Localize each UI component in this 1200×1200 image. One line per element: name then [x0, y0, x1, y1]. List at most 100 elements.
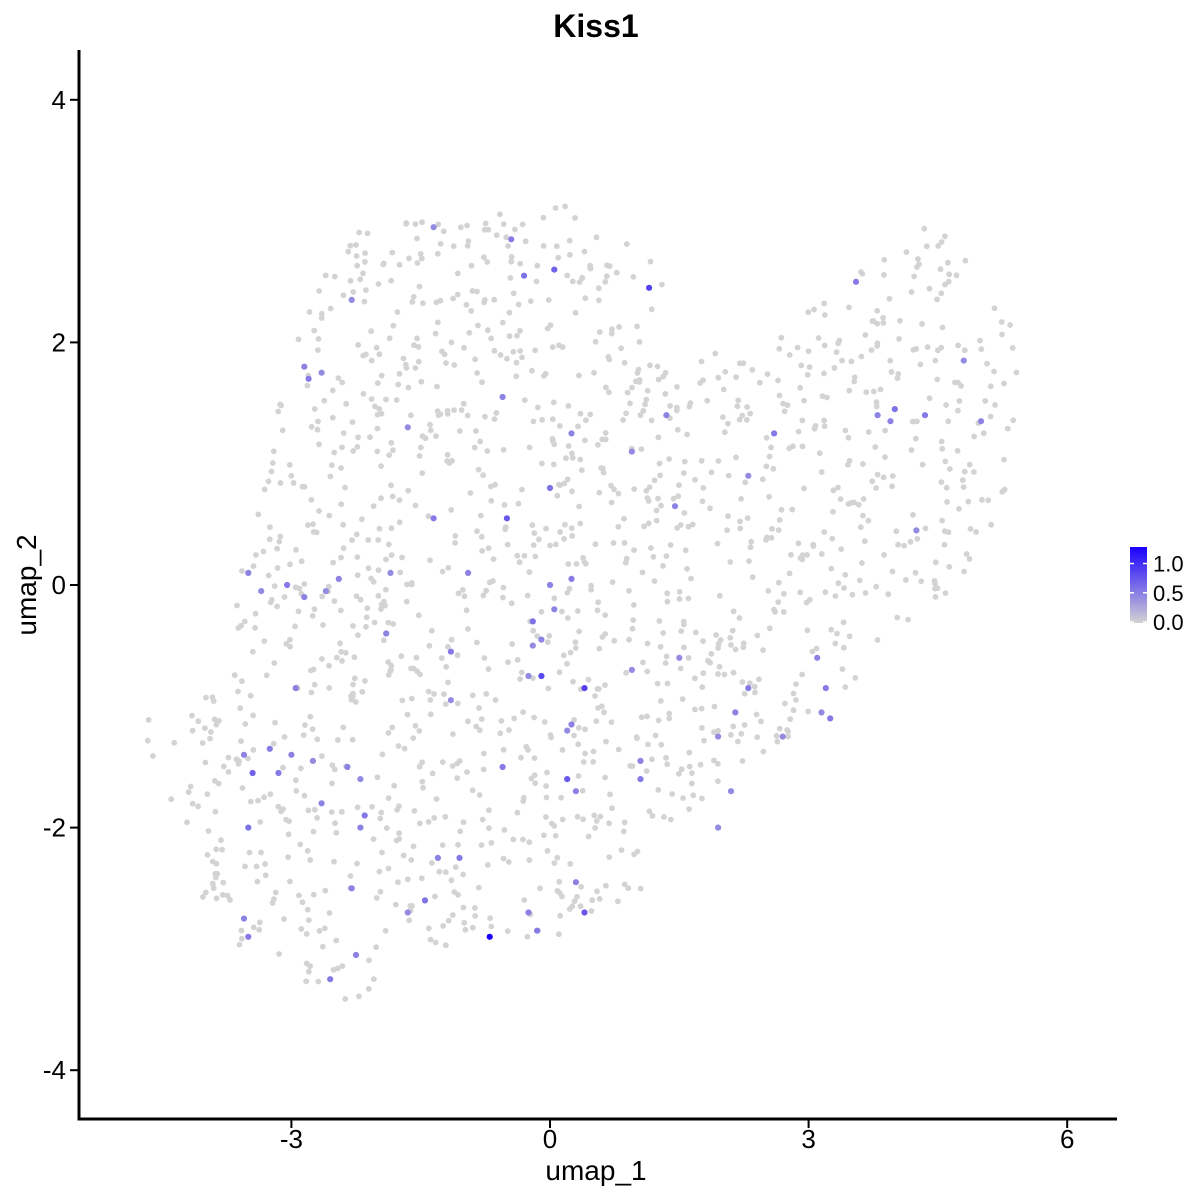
cell-point [262, 872, 269, 879]
cell-point [532, 780, 539, 787]
cell-point [815, 335, 822, 341]
cell-point [488, 483, 494, 490]
cell-point [218, 837, 224, 844]
expressing-cell-point [275, 769, 282, 777]
cell-point [493, 410, 500, 416]
cell-point [513, 373, 520, 380]
cell-point [204, 791, 211, 797]
cell-point [748, 538, 755, 545]
cell-point [874, 307, 881, 314]
cell-point [557, 912, 563, 919]
cell-point [279, 427, 286, 434]
cell-point [887, 357, 894, 364]
expressing-cell-point [529, 618, 536, 625]
cell-point [484, 259, 491, 265]
cell-point [319, 753, 325, 759]
cell-point [376, 868, 383, 875]
cell-point [645, 498, 652, 504]
cell-point [858, 353, 865, 360]
cell-point [662, 391, 669, 397]
cell-point [212, 870, 219, 877]
cell-point [354, 444, 361, 450]
cell-point [715, 458, 722, 464]
cell-point [340, 521, 347, 528]
cell-point [510, 290, 517, 297]
cell-point [239, 785, 246, 791]
cell-point [735, 397, 742, 404]
cell-point [274, 603, 280, 610]
cell-point [556, 878, 563, 885]
cell-point [828, 626, 835, 633]
cell-point [439, 842, 446, 848]
cell-point [918, 578, 925, 585]
cell-point [399, 697, 406, 704]
cell-point [518, 754, 524, 761]
cell-point [500, 855, 507, 862]
cell-point [840, 619, 847, 626]
cell-point [564, 272, 571, 279]
cell-point [322, 925, 328, 932]
expressing-cell-point [852, 278, 860, 285]
expressing-cell-point [676, 654, 683, 661]
cell-point [606, 356, 613, 363]
cell-point [145, 717, 152, 723]
cell-point [669, 791, 675, 797]
cell-point [987, 383, 994, 390]
expressing-cell-point [646, 284, 653, 291]
cell-point [540, 214, 547, 221]
cell-point [711, 729, 717, 736]
cell-point [932, 594, 939, 600]
cell-point [556, 669, 563, 676]
cell-point [593, 718, 600, 725]
cell-point [357, 596, 364, 603]
cell-point [311, 681, 318, 688]
cell-point [547, 732, 554, 738]
legend-tick-label: 0.5 [1153, 581, 1184, 606]
x-axis-title: umap_1 [545, 1155, 646, 1186]
cell-point [311, 606, 318, 613]
cell-point [606, 263, 613, 269]
cell-point [725, 420, 731, 427]
cell-point [395, 879, 401, 886]
cell-point [288, 472, 295, 479]
cell-point [787, 716, 794, 722]
cell-point [846, 633, 853, 640]
cell-point [378, 463, 384, 469]
cell-point [255, 511, 262, 518]
cell-point [603, 738, 609, 745]
cell-point [308, 667, 314, 674]
cell-point [650, 553, 657, 560]
cell-point [763, 463, 770, 470]
cell-point [487, 915, 493, 922]
cell-point [200, 894, 206, 900]
cell-point [556, 931, 562, 938]
cell-point [673, 404, 680, 411]
cell-point [776, 725, 783, 732]
cell-point [271, 583, 278, 589]
cell-point [797, 589, 804, 596]
cell-point [591, 812, 598, 819]
cell-point [877, 386, 884, 393]
cell-point [623, 241, 630, 248]
cell-point [768, 444, 774, 451]
cell-point [385, 729, 392, 736]
cell-point [392, 901, 399, 908]
cell-point [804, 371, 811, 378]
cell-point [654, 363, 661, 370]
cell-point [749, 366, 756, 373]
cell-point [385, 541, 392, 548]
cell-point [869, 478, 876, 485]
cell-point [711, 703, 718, 710]
cell-point [967, 526, 974, 532]
cell-point [553, 541, 559, 548]
cell-point [799, 443, 806, 450]
cell-point [342, 649, 349, 656]
cell-point [252, 624, 258, 631]
cell-point [385, 795, 392, 801]
expressing-cell-point [318, 369, 325, 376]
cell-point [567, 860, 574, 867]
cell-point [557, 529, 563, 535]
cell-point [510, 836, 517, 843]
cell-point [389, 493, 396, 500]
cell-point [793, 697, 799, 703]
